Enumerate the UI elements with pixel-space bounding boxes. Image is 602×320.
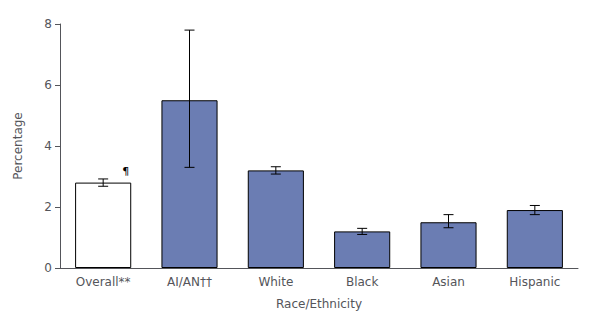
svg-text:AI/AN††: AI/AN†† xyxy=(167,275,212,289)
svg-text:Race/Ethnicity: Race/Ethnicity xyxy=(276,297,362,311)
svg-text:4: 4 xyxy=(44,139,52,153)
svg-text:Black: Black xyxy=(346,275,379,289)
svg-text:Hispanic: Hispanic xyxy=(509,275,560,289)
svg-text:0: 0 xyxy=(44,261,52,275)
svg-text:Percentage: Percentage xyxy=(11,112,25,180)
svg-text:White: White xyxy=(258,275,293,289)
svg-text:2: 2 xyxy=(44,200,52,214)
svg-text:Overall**: Overall** xyxy=(76,275,131,289)
svg-text:Asian: Asian xyxy=(432,275,465,289)
svg-text:8: 8 xyxy=(44,17,52,31)
svg-text:¶: ¶ xyxy=(122,165,129,178)
svg-text:6: 6 xyxy=(44,78,52,92)
